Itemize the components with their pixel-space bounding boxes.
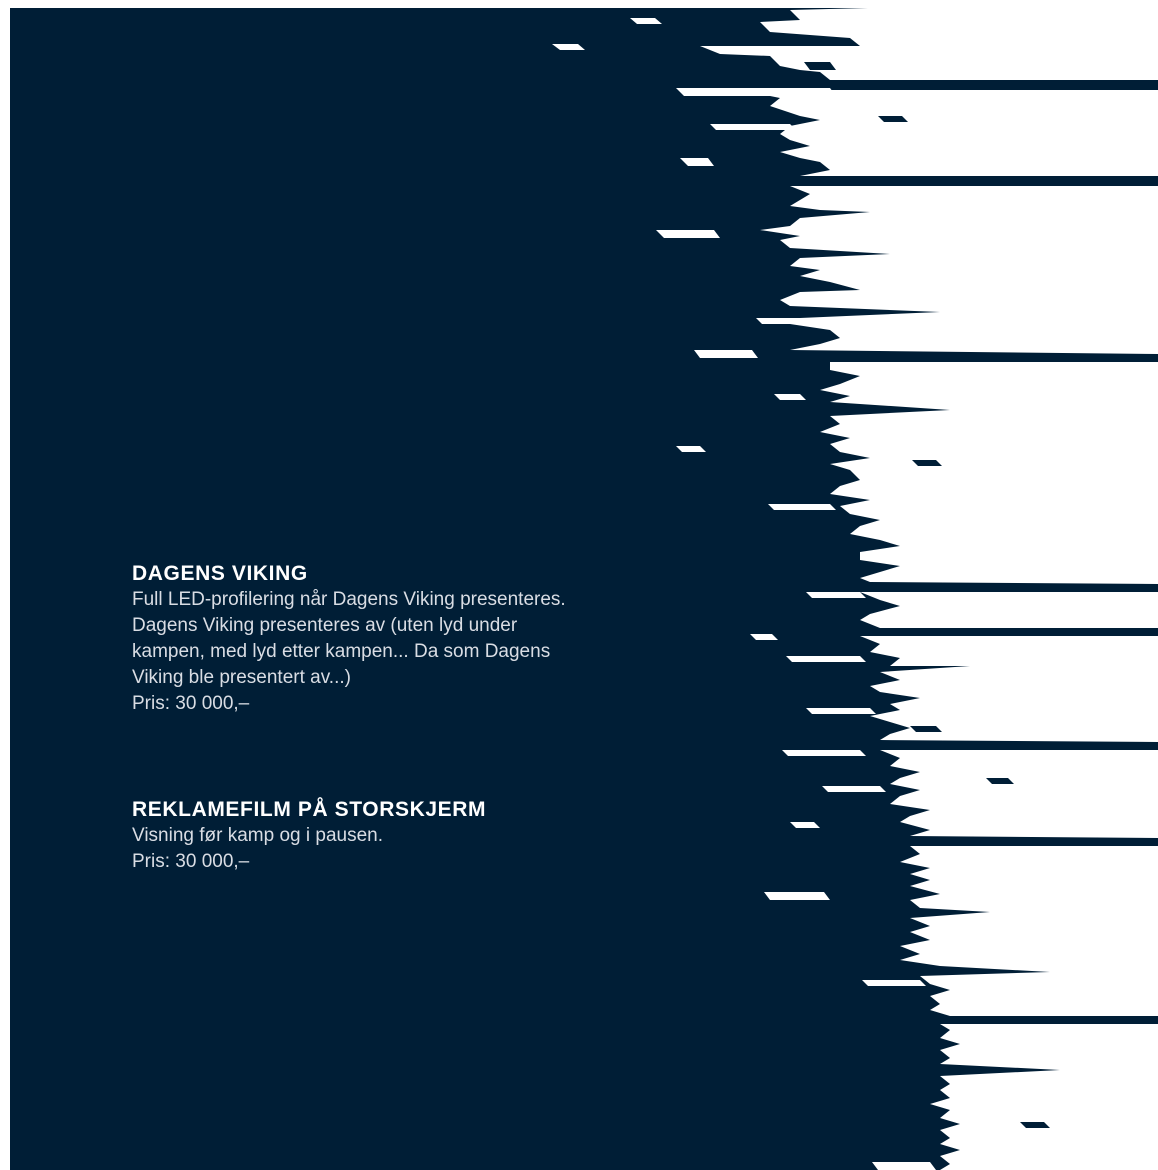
fleck — [910, 726, 942, 732]
streak — [822, 786, 886, 792]
fleck — [878, 116, 908, 122]
streak — [806, 592, 866, 598]
streak — [774, 394, 806, 400]
streak — [676, 446, 706, 452]
fleck — [986, 778, 1014, 784]
streak — [756, 318, 846, 324]
streak — [656, 230, 720, 238]
streak — [552, 44, 585, 50]
streak — [676, 88, 836, 96]
streak — [872, 1162, 936, 1170]
streak — [694, 350, 758, 358]
streak — [768, 504, 836, 510]
fleck — [912, 460, 942, 466]
section-price: Pris: 30 000,– — [132, 693, 250, 714]
section-price: Pris: 30 000,– — [132, 851, 250, 872]
section-title: REKLAMEFILM PÅ STORSKJERM — [132, 798, 487, 821]
streak — [680, 158, 714, 166]
navy-background-top-margin-cover — [0, 0, 1158, 8]
section-description: Full LED-profilering når Dagens Viking p… — [132, 589, 566, 688]
fleck — [804, 62, 836, 70]
section-title: DAGENS VIKING — [132, 562, 308, 585]
navy-background-left-margin-cover — [0, 0, 10, 1170]
reklamefilm-section: REKLAMEFILM PÅ STORSKJERM Visning før ka… — [132, 797, 592, 875]
streak — [786, 656, 866, 662]
section-description: Visning før kamp og i pausen. — [132, 825, 384, 846]
streak — [710, 124, 796, 130]
navy-background-shape — [10, 8, 1158, 1170]
fleck — [1020, 1122, 1050, 1128]
streak — [862, 980, 926, 986]
streak — [782, 750, 866, 756]
navy-flecks — [804, 62, 1050, 1128]
streak — [750, 634, 778, 640]
streak — [806, 708, 876, 714]
streak — [630, 18, 662, 24]
streak — [790, 822, 820, 828]
dagens-viking-section: DAGENS VIKING Full LED-profilering når D… — [132, 561, 592, 717]
streak — [764, 892, 830, 900]
white-streaks — [552, 18, 936, 1170]
